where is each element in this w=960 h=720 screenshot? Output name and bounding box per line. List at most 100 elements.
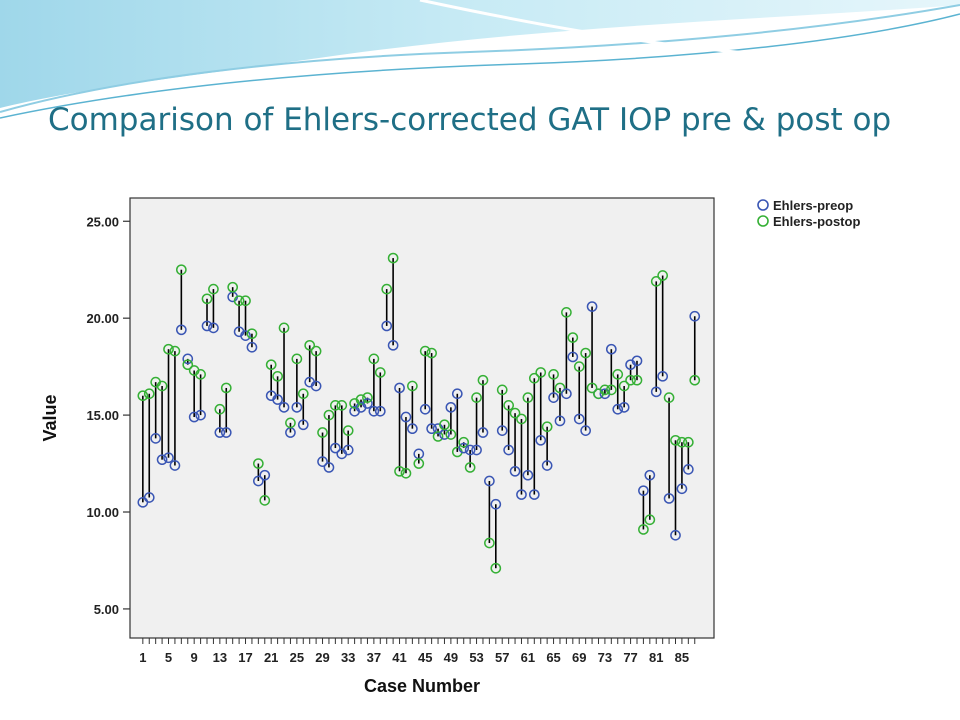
preop-point: [317, 456, 328, 467]
preop-point: [342, 444, 354, 456]
preop-point: [208, 322, 219, 334]
postop-point: [259, 495, 271, 506]
preop-point: [509, 465, 521, 477]
postop-point: [522, 392, 534, 403]
postop-point: [419, 345, 431, 357]
preop-point: [458, 442, 470, 454]
preop-point: [400, 411, 412, 423]
preop-point: [246, 341, 258, 353]
postop-point: [650, 275, 662, 287]
x-tick-label: 57: [495, 650, 509, 665]
x-tick-label: 73: [598, 650, 612, 665]
y-tick-label: 10.00: [86, 505, 119, 520]
preop-point: [503, 444, 514, 456]
postop-point: [175, 264, 187, 276]
postop-point: [227, 281, 239, 293]
x-tick-label: 25: [290, 650, 304, 665]
preop-point: [580, 425, 591, 436]
x-tick-label: 61: [521, 650, 535, 665]
preop-point: [573, 413, 585, 425]
postop-point: [291, 353, 303, 365]
preop-point: [394, 382, 405, 394]
preop-point: [182, 353, 194, 365]
preop-point: [676, 483, 688, 495]
preop-point: [381, 320, 393, 332]
postop-point: [676, 436, 688, 448]
preop-point: [419, 403, 431, 415]
legend-label-preop: Ehlers-preop: [773, 198, 853, 213]
postop-point: [336, 400, 348, 411]
x-tick-label: 29: [315, 650, 329, 665]
postop-point: [208, 283, 219, 295]
preop-point: [528, 489, 540, 500]
slide-title: Comparison of Ehlers-corrected GAT IOP p…: [48, 102, 892, 138]
preop-point: [657, 370, 669, 382]
preop-point: [631, 355, 643, 367]
preop-point: [644, 469, 656, 481]
preop-point: [150, 433, 162, 444]
postop-point: [413, 458, 425, 469]
preop-point: [362, 398, 373, 409]
postop-point: [323, 409, 335, 421]
preop-point: [496, 425, 508, 436]
decorative-wave-banner: [0, 0, 960, 119]
preop-point: [445, 401, 457, 413]
preop-point: [477, 427, 489, 438]
postop-point: [368, 353, 380, 365]
y-tick-label: 15.00: [86, 408, 119, 423]
postop-point: [541, 421, 553, 433]
postop-point: [272, 370, 283, 382]
x-axis-title: Case Number: [364, 676, 480, 696]
postop-point: [445, 429, 457, 440]
postop-point: [586, 382, 598, 394]
preop-point: [541, 460, 553, 471]
x-tick-label: 13: [213, 650, 227, 665]
postop-point: [638, 524, 649, 535]
postop-point: [220, 382, 232, 394]
preop-point: [175, 324, 187, 336]
postop-point: [682, 436, 694, 448]
preop-point: [407, 423, 418, 435]
postop-point: [233, 295, 245, 307]
postop-point: [253, 458, 264, 469]
postop-point: [439, 419, 450, 431]
preop-point: [586, 301, 598, 312]
postop-point: [612, 369, 624, 380]
preop-point: [374, 405, 386, 417]
y-axis-title: Value: [40, 394, 60, 441]
postop-point: [644, 514, 656, 526]
preop-point: [387, 339, 399, 351]
preop-point: [297, 419, 309, 431]
postop-point: [342, 425, 354, 436]
postop-point: [394, 465, 405, 477]
postop-point: [310, 345, 322, 357]
preop-point: [464, 444, 476, 456]
x-tick-label: 1: [139, 650, 146, 665]
postop-point: [631, 374, 643, 386]
postop-point: [464, 462, 476, 473]
postop-point: [330, 400, 341, 411]
preop-point: [490, 498, 502, 510]
x-tick-label: 45: [418, 650, 432, 665]
x-tick-label: 41: [392, 650, 406, 665]
postop-point: [432, 431, 444, 442]
postop-point: [496, 384, 508, 396]
preop-point: [195, 409, 206, 421]
postop-point: [477, 374, 489, 386]
postop-point: [458, 436, 470, 448]
preop-point: [323, 462, 335, 473]
preop-point: [253, 475, 264, 487]
postop-point: [381, 283, 393, 295]
postop-point: [195, 369, 206, 380]
preop-point: [291, 401, 303, 413]
preop-point: [143, 492, 155, 503]
preop-point: [330, 442, 341, 454]
postop-point: [503, 400, 514, 411]
preop-point: [650, 386, 662, 398]
x-tick-label: 37: [367, 650, 381, 665]
postop-point: [278, 322, 290, 334]
preop-point: [240, 330, 251, 341]
preop-point: [220, 427, 232, 438]
x-tick-label: 21: [264, 650, 278, 665]
